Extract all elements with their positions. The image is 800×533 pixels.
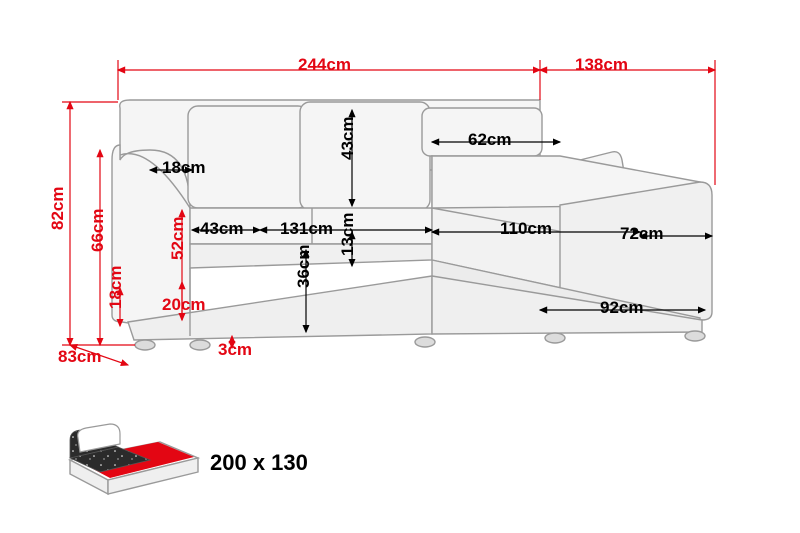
dim-244: 244cm bbox=[298, 55, 351, 75]
dim-66: 66cm bbox=[88, 209, 108, 252]
dim-43s: 43cm bbox=[200, 219, 243, 239]
dim-83: 83cm bbox=[58, 347, 101, 367]
bed-size-label: 200 x 130 bbox=[210, 450, 308, 476]
dim-92: 92cm bbox=[600, 298, 643, 318]
dim-20: 20cm bbox=[162, 295, 205, 315]
dim-18: 18cm bbox=[162, 158, 205, 178]
dim-52: 52cm bbox=[168, 217, 188, 260]
dim-3: 3cm bbox=[218, 340, 252, 360]
dim-13: 13cm bbox=[338, 213, 358, 256]
dim-43c: 43cm bbox=[338, 117, 358, 160]
dim-72: 72cm bbox=[620, 224, 663, 244]
dim-110: 110cm bbox=[500, 219, 552, 239]
dim-138: 138cm bbox=[575, 55, 628, 75]
dim-131: 131cm bbox=[280, 219, 333, 239]
dim-62: 62cm bbox=[468, 130, 511, 150]
dim-18b: 18cm bbox=[106, 266, 126, 309]
dim-36: 36cm bbox=[294, 245, 314, 288]
dim-82: 82cm bbox=[48, 187, 68, 230]
bed-icon bbox=[70, 424, 198, 494]
